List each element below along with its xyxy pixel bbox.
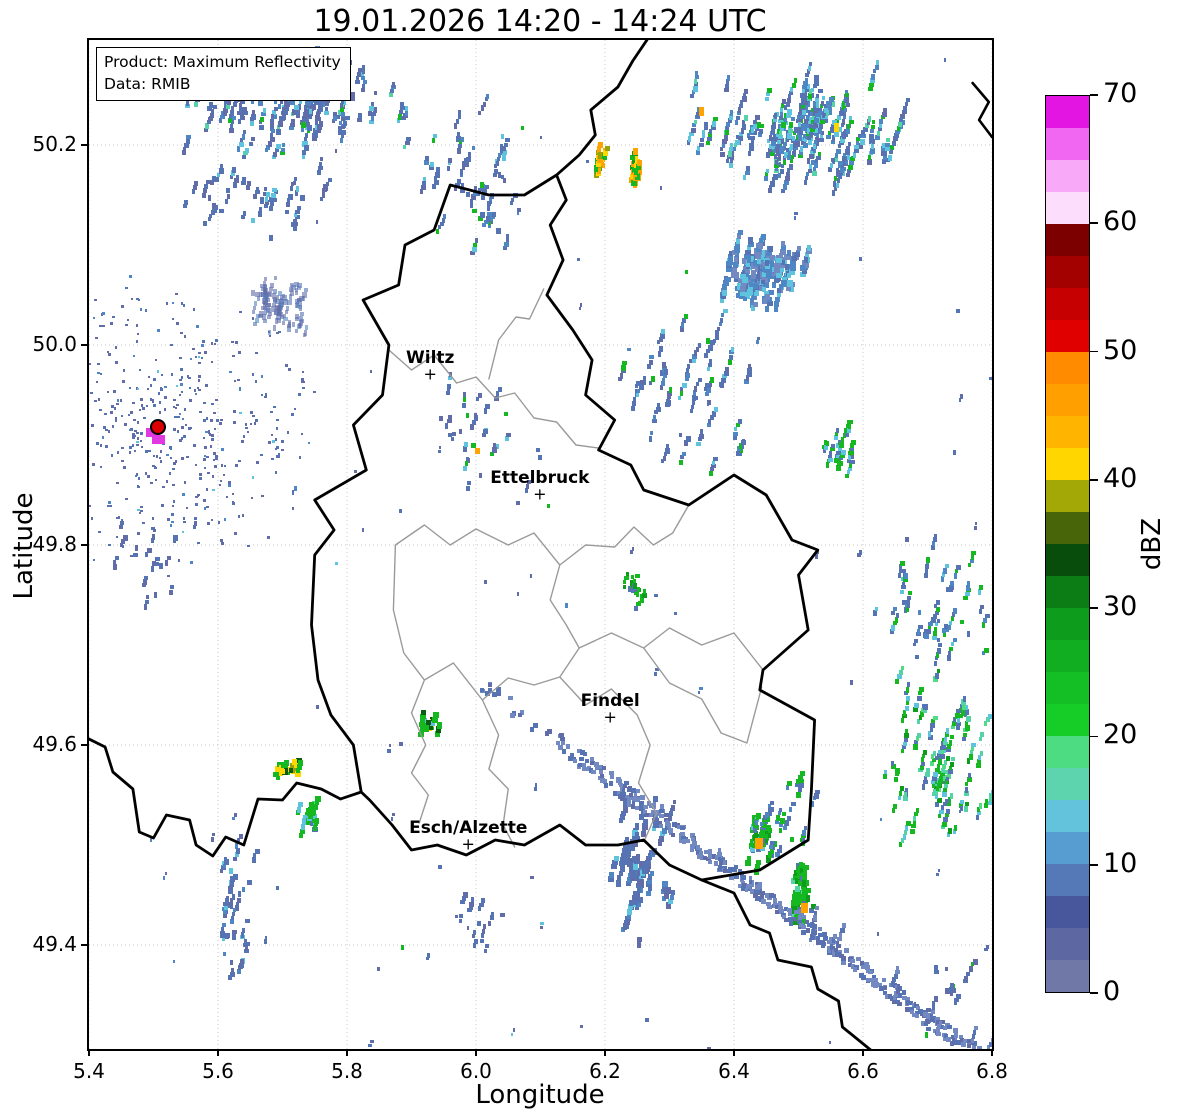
x-tick-label: 5.8	[331, 1059, 363, 1083]
product-label: Product: Maximum Reflectivity	[104, 53, 341, 71]
colorbar-tick-label: 0	[1103, 976, 1121, 1007]
plot-title: 19.01.2026 14:20 - 14:24 UTC	[313, 4, 767, 39]
colorbar-tick-mark	[1090, 222, 1098, 225]
colorbar-segment	[1046, 704, 1089, 736]
x-axis-label: Longitude	[475, 1080, 605, 1110]
colorbar-tick-label: 20	[1103, 719, 1138, 751]
y-tick-mark	[81, 144, 87, 146]
product-info-box: Product: Maximum Reflectivity Data: RMIB	[96, 47, 351, 101]
city-marker-wiltz: +	[423, 364, 437, 384]
colorbar-segment	[1046, 352, 1089, 384]
colorbar-tick-mark	[1090, 735, 1098, 738]
map-plot-area: Wiltz + Ettelbruck + Findel + Esch/Alzette + Pr…	[87, 38, 994, 1051]
city-marker-ettelbruck: +	[533, 484, 547, 504]
colorbar-tick-label: 30	[1103, 591, 1138, 623]
colorbar-tick-mark	[1090, 992, 1098, 994]
x-tick-label: 6.4	[718, 1059, 750, 1083]
colorbar-segment	[1046, 896, 1089, 928]
colorbar-tick-mark	[1090, 350, 1098, 353]
y-tick-label: 50.2	[32, 132, 77, 156]
city-label-esch-alzette: Esch/Alzette	[409, 818, 528, 838]
x-tick-mark	[733, 1050, 735, 1056]
y-tick-mark	[81, 544, 87, 546]
city-label-findel: Findel	[580, 691, 640, 711]
colorbar-tick-label: 70	[1103, 78, 1138, 109]
y-tick-label: 49.6	[32, 732, 77, 756]
y-tick-label: 50.0	[32, 332, 77, 356]
x-tick-label: 6.8	[976, 1059, 1008, 1083]
colorbar-tick-label: 50	[1103, 334, 1138, 366]
x-tick-label: 6.2	[589, 1059, 621, 1083]
colorbar-segment	[1046, 160, 1089, 192]
colorbar-unit-label: dBZ	[1137, 517, 1167, 571]
colorbar-tick-mark	[1090, 94, 1098, 96]
x-tick-label: 6.0	[460, 1059, 492, 1083]
y-tick-mark	[81, 744, 87, 746]
colorbar-segment	[1046, 512, 1089, 544]
city-label-ettelbruck: Ettelbruck	[490, 468, 590, 488]
colorbar-segment	[1046, 864, 1089, 896]
x-tick-label: 6.6	[847, 1059, 879, 1083]
y-tick-mark	[81, 344, 87, 346]
colorbar-segment	[1046, 320, 1089, 352]
colorbar-tick-label: 40	[1103, 462, 1138, 494]
colorbar-segment	[1046, 448, 1089, 480]
y-tick-label: 49.8	[32, 532, 77, 556]
x-tick-mark	[217, 1050, 219, 1056]
colorbar-segment	[1046, 608, 1089, 640]
colorbar-segment	[1046, 96, 1089, 128]
radar-echo-canvas	[89, 40, 992, 1049]
colorbar-segment	[1046, 192, 1089, 224]
colorbar-segment	[1046, 768, 1089, 800]
colorbar-segment	[1046, 256, 1089, 288]
colorbar	[1045, 95, 1090, 993]
colorbar-tick-mark	[1090, 607, 1098, 609]
radar-site-marker	[150, 419, 166, 435]
colorbar-segment	[1046, 128, 1089, 160]
colorbar-segment	[1046, 416, 1089, 448]
colorbar-segment	[1046, 960, 1089, 992]
colorbar-segment	[1046, 672, 1089, 704]
colorbar-segment	[1046, 928, 1089, 960]
y-tick-label: 49.4	[32, 932, 77, 956]
country-borders	[89, 40, 992, 1049]
colorbar-segment	[1046, 480, 1089, 512]
x-tick-label: 5.6	[202, 1059, 234, 1083]
x-tick-label: 5.4	[73, 1059, 105, 1083]
colorbar-segment	[1046, 832, 1089, 864]
colorbar-tick-label: 60	[1103, 206, 1138, 238]
colorbar-segment	[1046, 384, 1089, 416]
colorbar-segment	[1046, 224, 1089, 256]
city-marker-esch-alzette: +	[461, 834, 475, 854]
colorbar-tick-label: 10	[1103, 847, 1138, 879]
data-source-label: Data: RMIB	[104, 75, 191, 93]
colorbar-tick-mark	[1090, 479, 1098, 481]
x-tick-mark	[862, 1050, 864, 1056]
city-marker-findel: +	[603, 707, 617, 727]
colorbar-segment	[1046, 640, 1089, 672]
x-tick-mark	[991, 1050, 993, 1056]
colorbar-segment	[1046, 736, 1089, 768]
x-tick-mark	[604, 1050, 606, 1056]
x-tick-mark	[346, 1050, 348, 1056]
y-axis-label: Latitude	[9, 492, 39, 600]
y-tick-mark	[81, 944, 87, 946]
colorbar-segment	[1046, 544, 1089, 576]
city-label-wiltz: Wiltz	[405, 348, 455, 368]
x-tick-mark	[475, 1050, 477, 1056]
colorbar-segment	[1046, 576, 1089, 608]
x-tick-mark	[88, 1050, 90, 1056]
colorbar-segment	[1046, 288, 1089, 320]
colorbar-tick-mark	[1090, 863, 1098, 866]
colorbar-segment	[1046, 800, 1089, 832]
